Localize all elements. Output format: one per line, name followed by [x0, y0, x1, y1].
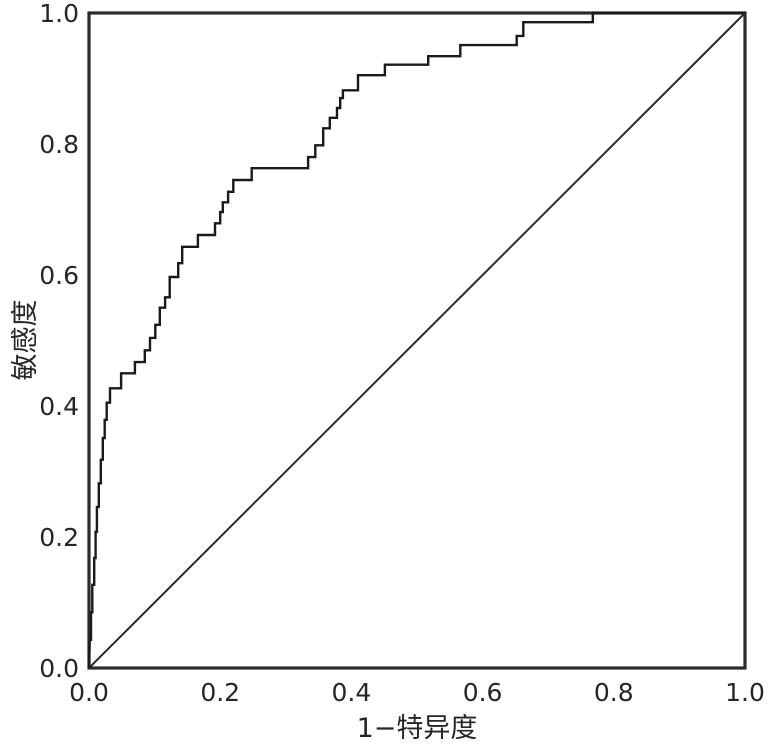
y-tick-label-0.8: 0.8 [39, 130, 79, 159]
y-tick-label-0.4: 0.4 [39, 392, 79, 421]
y-tick-label-1.0: 1.0 [39, 0, 79, 28]
y-tick-label-0.0: 0.0 [39, 654, 79, 683]
y-tick-label-0.2: 0.2 [39, 523, 79, 552]
y-tick-label-0.6: 0.6 [39, 261, 79, 290]
plot-border [87, 11, 747, 670]
x-tick-label-0.0: 0.0 [69, 678, 109, 707]
x-tick-label-1.0: 1.0 [725, 678, 765, 707]
x-tick-label-0.2: 0.2 [200, 678, 240, 707]
reference-diagonal-line [88, 12, 746, 669]
y-axis-tick-labels: 0.0 0.2 0.4 0.6 0.8 1.0 [39, 0, 79, 683]
x-axis-title: 1−特异度 [357, 713, 478, 743]
x-tick-label-0.8: 0.8 [594, 678, 634, 707]
roc-curve-line [87, 11, 745, 669]
x-tick-label-0.4: 0.4 [332, 678, 372, 707]
x-axis-tick-labels: 0.0 0.2 0.4 0.6 0.8 1.0 [69, 678, 765, 707]
y-axis-title: 敏感度 [10, 300, 41, 381]
x-tick-label-0.6: 0.6 [463, 678, 503, 707]
